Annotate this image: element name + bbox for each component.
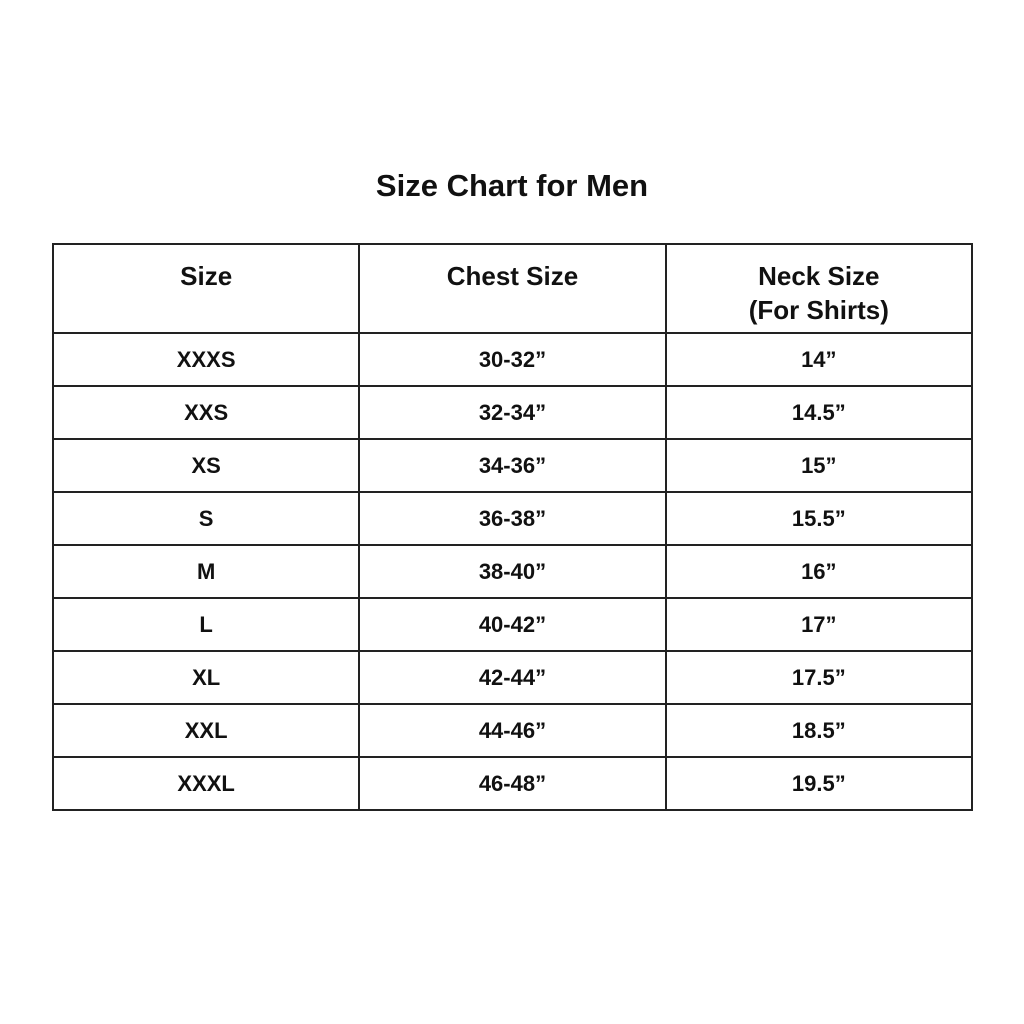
cell-size: XXS — [51, 385, 361, 440]
column-header-label: Chest Size — [446, 261, 579, 291]
cell-chest-size: 34-36” — [358, 438, 667, 493]
cell-chest-size: 46-48” — [358, 756, 667, 811]
column-header-chest-size: Chest Size — [358, 243, 667, 334]
table-row: L 40-42” 17” — [51, 597, 974, 652]
column-header-label: Neck Size — [758, 261, 880, 291]
cell-chest-size: 40-42” — [358, 597, 667, 652]
cell-size: L — [51, 597, 361, 652]
cell-chest-size: 38-40” — [358, 544, 667, 599]
cell-size: XL — [51, 650, 361, 705]
cell-neck-size: 18.5” — [664, 703, 974, 758]
column-header-neck-size: Neck Size (For Shirts) — [664, 243, 974, 334]
table-row: XL 42-44” 17.5” — [51, 650, 974, 705]
column-header-label: Size — [180, 261, 233, 291]
cell-size: S — [51, 491, 361, 546]
cell-chest-size: 42-44” — [358, 650, 667, 705]
cell-neck-size: 16” — [664, 544, 974, 599]
column-header-size: Size — [51, 243, 361, 334]
cell-neck-size: 17.5” — [664, 650, 974, 705]
table-row: S 36-38” 15.5” — [51, 491, 974, 546]
header-row: Size Chest Size Neck Size (For Shirts) — [51, 243, 974, 334]
cell-neck-size: 19.5” — [664, 756, 974, 811]
cell-neck-size: 14” — [664, 332, 974, 387]
column-header-sublabel: (For Shirts) — [748, 295, 889, 325]
cell-size: XS — [51, 438, 361, 493]
table-row: XS 34-36” 15” — [51, 438, 974, 493]
cell-chest-size: 36-38” — [358, 491, 667, 546]
cell-chest-size: 32-34” — [358, 385, 667, 440]
cell-size: XXXL — [51, 756, 361, 811]
table-row: M 38-40” 16” — [51, 544, 974, 599]
cell-size: M — [51, 544, 361, 599]
cell-neck-size: 17” — [664, 597, 974, 652]
table-row: XXL 44-46” 18.5” — [51, 703, 974, 758]
page-title: Size Chart for Men — [375, 168, 649, 203]
table-row: XXS 32-34” 14.5” — [51, 385, 974, 440]
cell-neck-size: 14.5” — [664, 385, 974, 440]
table-row: XXXS 30-32” 14” — [51, 332, 974, 387]
size-chart-table: Size Chest Size Neck Size (For Shirts) XXXS… — [51, 243, 974, 811]
cell-chest-size: 44-46” — [358, 703, 667, 758]
cell-neck-size: 15.5” — [664, 491, 974, 546]
cell-neck-size: 15” — [664, 438, 974, 493]
table-row: XXXL 46-48” 19.5” — [51, 756, 974, 811]
cell-size: XXXS — [51, 332, 361, 387]
cell-chest-size: 30-32” — [358, 332, 667, 387]
cell-size: XXL — [51, 703, 361, 758]
